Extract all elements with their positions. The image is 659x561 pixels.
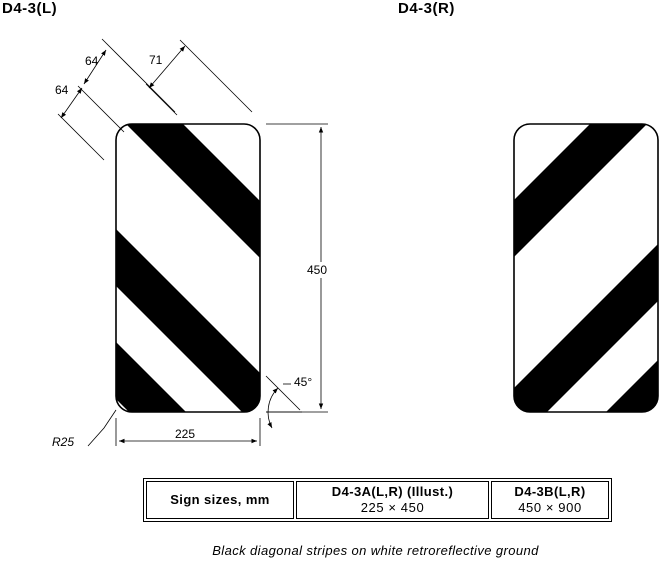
right-sign xyxy=(513,123,659,413)
sign-drawing: 64 64 71 450 225 R25 45° xyxy=(52,38,659,449)
sizes-table-header: Sign sizes, mm xyxy=(146,481,294,519)
dim-stripe-width-left: 64 xyxy=(55,83,69,97)
dim-angle: 45° xyxy=(294,375,312,389)
dim-stripe-spacing: 71 xyxy=(149,53,163,67)
dim-width: 225 xyxy=(175,427,195,441)
sizes-table-cell-b: D4-3B(L,R) 450 × 900 xyxy=(491,481,609,519)
size-code-b: D4-3B(L,R) xyxy=(514,484,586,499)
sizes-table-header-label: Sign sizes, mm xyxy=(170,492,270,507)
dimension-lines xyxy=(57,38,328,447)
left-stripe-3 xyxy=(116,286,247,412)
title-left-sign: D4-3(L) xyxy=(2,0,58,17)
size-value-b: 450 × 900 xyxy=(518,500,582,515)
dim-corner-radius: R25 xyxy=(52,435,74,449)
left-sign xyxy=(115,123,261,413)
sign-sizes-table: Sign sizes, mm D4-3A(L,R) (Illust.) 225 … xyxy=(143,478,612,522)
left-stripe-1 xyxy=(126,124,260,358)
size-code-a: D4-3A(L,R) (Illust.) xyxy=(331,484,454,499)
caption: Black diagonal stripes on white retroref… xyxy=(212,543,539,558)
sizes-table-cell-a: D4-3A(L,R) (Illust.) 225 × 450 xyxy=(296,481,489,519)
size-value-a: 225 × 450 xyxy=(360,500,425,515)
right-stripe-3 xyxy=(533,298,658,412)
dim-stripe-width-top: 64 xyxy=(85,54,99,68)
dim-height: 450 xyxy=(307,263,327,277)
left-stripe-2 xyxy=(116,173,260,412)
title-right-sign: D4-3(R) xyxy=(398,0,455,17)
